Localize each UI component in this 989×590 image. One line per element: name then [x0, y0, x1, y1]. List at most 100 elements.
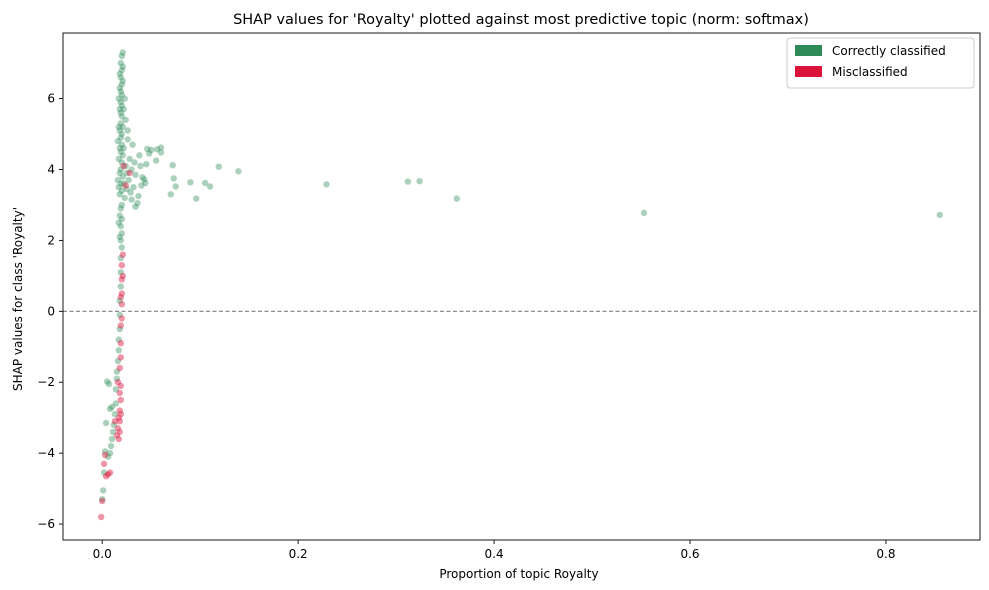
point-correct — [105, 380, 113, 388]
point-correct — [172, 183, 179, 190]
point-correct — [101, 448, 109, 455]
point-correct — [193, 195, 200, 202]
point-correct — [117, 109, 125, 117]
point-correct — [117, 283, 125, 290]
point-correct — [120, 180, 127, 187]
point-correct — [117, 166, 125, 173]
point-correct — [120, 106, 127, 113]
point-correct — [152, 157, 160, 164]
point-correct — [117, 237, 125, 244]
point-correct — [119, 49, 127, 56]
y-axis-title: SHAP values for class 'Royalty' — [11, 207, 25, 391]
point-correct — [148, 146, 155, 154]
point-correct — [103, 378, 111, 385]
point-correct — [115, 219, 123, 226]
point-misclassified — [116, 407, 124, 414]
legend: Correctly classified Misclassified — [786, 37, 975, 89]
point-misclassified — [118, 276, 126, 283]
point-correct — [117, 254, 125, 262]
point-correct — [201, 179, 209, 187]
point-correct — [122, 116, 129, 124]
point-misclassified — [117, 340, 125, 347]
point-correct — [115, 123, 123, 131]
point-correct — [112, 400, 120, 407]
point-correct — [126, 155, 133, 163]
legend-box — [786, 37, 975, 89]
point-correct — [132, 171, 139, 178]
point-misclassified — [102, 473, 110, 480]
point-misclassified — [117, 382, 125, 389]
point-correct — [117, 180, 125, 187]
point-correct — [117, 120, 125, 127]
point-misclassified — [115, 414, 123, 421]
point-correct — [116, 191, 124, 198]
point-correct — [132, 203, 139, 210]
point-correct — [146, 150, 153, 157]
point-correct — [114, 176, 122, 184]
point-misclassified — [117, 293, 125, 301]
point-correct — [206, 183, 214, 190]
point-correct — [118, 215, 126, 223]
point-correct — [134, 200, 141, 207]
point-correct — [118, 159, 126, 166]
point-correct — [118, 102, 126, 109]
point-correct — [187, 179, 194, 186]
point-misclassified — [118, 262, 126, 269]
point-correct — [125, 176, 132, 184]
point-correct — [453, 195, 460, 202]
point-correct — [118, 91, 126, 99]
point-correct — [115, 184, 123, 191]
point-correct — [323, 181, 330, 188]
point-correct — [118, 130, 126, 138]
x-tick-label: 0.8 — [876, 547, 895, 561]
point-misclassified — [100, 460, 108, 467]
point-correct — [110, 421, 118, 428]
chart-title: SHAP values for 'Royalty' plotted agains… — [233, 12, 809, 28]
point-misclassified — [101, 451, 109, 459]
y-tick-label: −4 — [37, 446, 55, 460]
point-correct — [119, 77, 127, 85]
point-misclassified — [106, 469, 114, 476]
legend-swatch — [795, 66, 822, 77]
y-tick-label: 2 — [47, 233, 55, 247]
point-correct — [128, 166, 135, 173]
point-misclassified — [126, 169, 133, 177]
plot-frame — [62, 32, 981, 541]
point-correct — [118, 141, 126, 148]
point-correct — [119, 173, 127, 180]
point-correct — [141, 176, 148, 183]
point-correct — [116, 311, 124, 319]
point-correct — [118, 113, 126, 120]
point-misclassified — [122, 182, 129, 189]
point-misclassified — [118, 315, 126, 322]
point-correct — [106, 449, 114, 457]
series-correctly-classified — [99, 49, 943, 503]
point-correct — [114, 357, 122, 365]
y-tick-label: 4 — [47, 163, 55, 177]
x-tick-label: 0.2 — [289, 547, 308, 561]
point-misclassified — [114, 379, 122, 386]
point-correct — [119, 63, 127, 70]
point-correct — [117, 269, 125, 276]
point-correct — [123, 185, 130, 193]
point-correct — [117, 134, 125, 141]
point-correct — [100, 469, 108, 476]
point-correct — [169, 162, 176, 169]
point-correct — [117, 148, 125, 155]
point-correct — [122, 162, 129, 170]
point-misclassified — [117, 410, 125, 418]
point-correct — [157, 144, 165, 151]
series-misclassified — [98, 162, 133, 521]
point-correct — [123, 169, 130, 177]
point-correct — [128, 196, 135, 203]
point-correct — [143, 161, 150, 168]
x-axis-title: Proportion of topic Royalty — [439, 567, 598, 581]
point-correct — [142, 179, 149, 187]
point-correct — [118, 230, 126, 237]
point-correct — [109, 428, 117, 436]
point-misclassified — [118, 290, 126, 297]
x-tick-label: 0.4 — [485, 547, 504, 561]
axes: 0.0 0.2 0.4 0.6 0.8 −6 −4 −2 0 2 4 6 — [37, 32, 981, 561]
point-correct — [139, 174, 146, 181]
